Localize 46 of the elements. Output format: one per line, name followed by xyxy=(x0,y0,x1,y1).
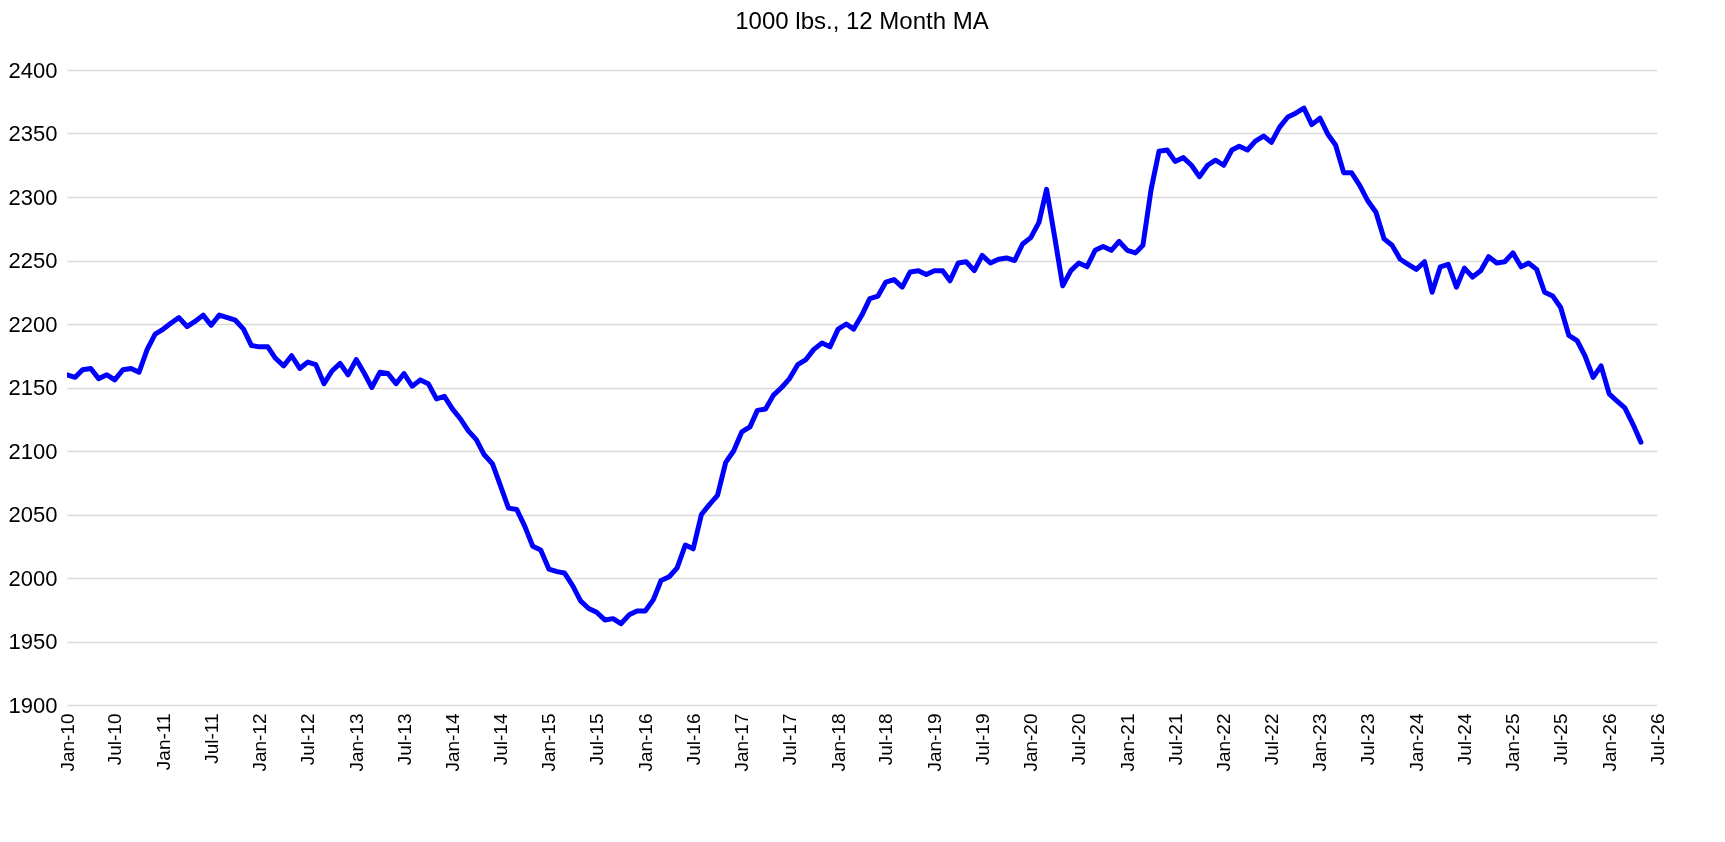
y-tick-label: 2400 xyxy=(8,57,58,83)
x-tick-label: Jan-12 xyxy=(249,713,271,772)
x-tick-label: Jan-16 xyxy=(634,713,656,772)
x-tick-label: Jan-23 xyxy=(1309,713,1331,772)
x-tick-label: Jan-13 xyxy=(345,713,367,772)
x-tick-label: Jul-14 xyxy=(489,713,511,766)
y-tick-label: 2250 xyxy=(8,248,58,273)
x-tick-label: Jan-19 xyxy=(923,713,945,772)
y-tick-label: 1950 xyxy=(8,629,58,654)
x-tick-label: Jan-14 xyxy=(442,713,464,772)
x-tick-label: Jan-15 xyxy=(538,713,560,772)
x-tick-label: Jul-20 xyxy=(1068,713,1090,766)
y-tick-label: 2300 xyxy=(8,184,58,210)
x-tick-label: Jan-26 xyxy=(1598,713,1620,772)
x-tick-label: Jul-13 xyxy=(393,713,415,766)
y-tick-label: 2000 xyxy=(8,565,58,591)
y-tick-label: 2350 xyxy=(8,121,58,146)
x-tick-label: Jul-26 xyxy=(1646,713,1668,766)
y-tick-label: 2050 xyxy=(8,502,58,527)
x-tick-label: Jul-10 xyxy=(104,713,126,766)
x-tick-label: Jul-11 xyxy=(200,713,222,764)
y-tick-label: 2150 xyxy=(8,375,58,400)
x-tick-label: Jul-19 xyxy=(971,713,993,766)
x-tick-label: Jul-16 xyxy=(682,713,704,766)
x-tick-label: Jul-18 xyxy=(875,713,897,766)
x-tick-label: Jul-15 xyxy=(586,713,608,766)
x-tick-label: Jan-18 xyxy=(827,713,849,772)
x-tick-label: Jul-23 xyxy=(1357,713,1379,766)
x-tick-label: Jul-22 xyxy=(1260,713,1282,766)
x-tick-label: Jul-17 xyxy=(779,713,801,766)
x-tick-label: Jan-17 xyxy=(731,713,753,772)
y-tick-label: 2200 xyxy=(8,311,58,337)
y-tick-label: 1900 xyxy=(8,692,58,718)
x-tick-label: Jan-10 xyxy=(56,713,78,772)
x-tick-label: Jan-22 xyxy=(1213,713,1235,772)
x-tick-label: Jan-25 xyxy=(1502,713,1524,772)
x-tick-label: Jan-11 xyxy=(152,713,174,771)
y-tick-label: 2100 xyxy=(8,438,58,464)
x-tick-label: Jul-24 xyxy=(1453,713,1475,766)
x-tick-label: Jul-21 xyxy=(1164,713,1186,766)
x-tick-label: Jul-12 xyxy=(297,713,319,766)
x-tick-label: Jul-25 xyxy=(1550,713,1572,766)
x-tick-label: Jan-20 xyxy=(1020,713,1042,772)
chart-title: 1000 lbs., 12 Month MA xyxy=(735,7,989,34)
x-tick-label: Jan-21 xyxy=(1116,713,1138,772)
x-tick-label: Jan-24 xyxy=(1405,713,1427,772)
